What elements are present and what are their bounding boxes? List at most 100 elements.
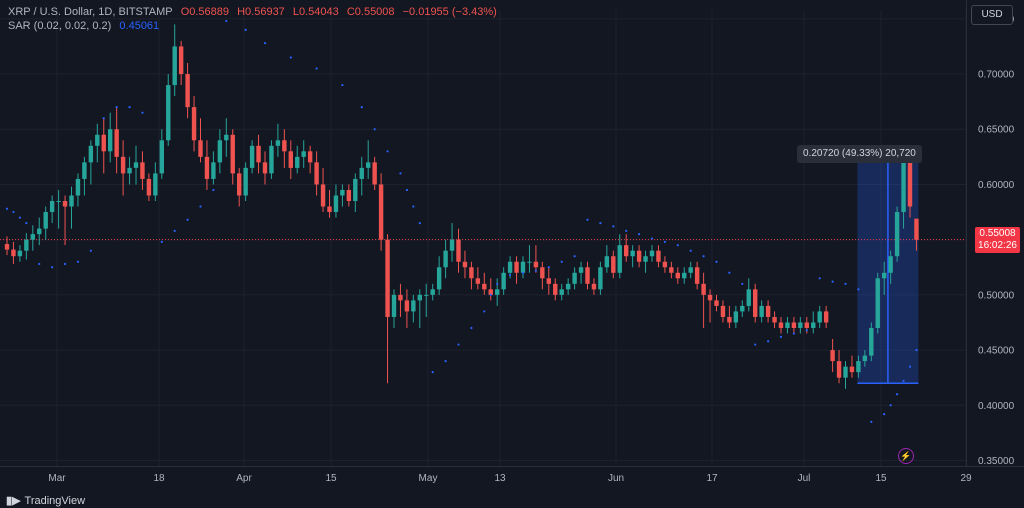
sar-dot <box>341 83 344 87</box>
measure-tool[interactable] <box>857 152 919 384</box>
sar-dot <box>115 106 118 109</box>
sar-dot <box>767 340 770 343</box>
y-tick-label: 0.70000 <box>978 70 1015 81</box>
symbol-label[interactable]: XRP / U.S. Dollar, 1D, BITSTAMP <box>8 6 173 18</box>
high-value: H0.56937 <box>237 6 285 18</box>
candle-body <box>120 156 126 174</box>
lightning-icon[interactable]: ⚡ <box>898 448 914 464</box>
candle-body <box>823 311 829 323</box>
sar-dot <box>496 282 499 285</box>
sar-dot <box>870 420 873 423</box>
candle-body <box>256 145 261 163</box>
sar-dot <box>360 106 363 109</box>
candle-body <box>772 316 777 323</box>
candle-body <box>765 305 771 317</box>
candle-body <box>404 300 410 312</box>
candle-body <box>95 134 100 146</box>
sar-label[interactable]: SAR (0.02, 0.02, 0.2) <box>8 20 112 32</box>
candle-body <box>540 267 545 279</box>
candle-body <box>443 250 448 268</box>
sar-dot <box>244 28 247 31</box>
candle-body <box>37 228 42 235</box>
candle-body <box>785 322 790 328</box>
sar-dot <box>915 348 918 352</box>
sar-dot <box>399 172 402 175</box>
close-value: C0.55008 <box>346 6 395 18</box>
sar-dot <box>412 205 415 208</box>
candle-body <box>230 134 235 174</box>
sar-dot <box>63 262 67 266</box>
sar-dot <box>289 56 292 59</box>
sar-dot <box>728 271 731 274</box>
bar-countdown: 16:02:26 <box>978 239 1017 251</box>
candle-body <box>153 173 158 196</box>
sar-dot <box>650 237 654 240</box>
x-tick-label: 15 <box>325 473 337 484</box>
candle-body <box>340 189 345 196</box>
candle-body <box>740 305 745 312</box>
sar-dot <box>638 233 641 236</box>
candle-body <box>17 250 23 257</box>
x-tick-label: Apr <box>236 473 252 484</box>
candle-body <box>469 267 474 279</box>
x-tick-label: 13 <box>494 473 506 484</box>
candle-body <box>630 250 635 257</box>
candle-body <box>811 322 816 328</box>
candle-body <box>527 261 532 263</box>
tv-logo-icon: ▮▶ <box>6 495 21 507</box>
tradingview-logo[interactable]: ▮▶ TradingView <box>6 494 85 507</box>
candle-body <box>649 250 655 257</box>
candle-body <box>217 140 223 163</box>
candle-body <box>295 156 300 168</box>
y-tick-label: 0.45000 <box>978 346 1015 357</box>
sar-dot <box>457 343 460 346</box>
candle-body <box>482 283 487 290</box>
sar-dot <box>896 393 899 396</box>
sar-dot <box>534 269 538 272</box>
sar-dot <box>521 271 525 274</box>
sar-dot <box>431 371 434 374</box>
current-price-tag: 0.55008 16:02:26 <box>975 226 1020 253</box>
candle-body <box>714 300 719 306</box>
x-tick-label: 18 <box>153 473 165 484</box>
candle-body <box>417 294 422 301</box>
candle-body <box>82 162 87 179</box>
candle-body <box>869 327 874 356</box>
candle-body <box>191 107 197 141</box>
sar-dot <box>160 240 163 243</box>
candle-body <box>533 261 539 268</box>
candle-body <box>720 305 726 317</box>
candle-body <box>30 234 35 240</box>
candle-body <box>185 74 190 108</box>
x-tick-label: May <box>419 473 438 484</box>
candle-body <box>211 162 216 179</box>
x-tick-label: 15 <box>875 473 887 484</box>
candle-body <box>559 289 564 295</box>
candle-body <box>546 278 551 284</box>
sar-dot <box>199 205 202 208</box>
candle-body <box>488 289 493 295</box>
candle-body <box>675 272 680 279</box>
candle-body <box>598 267 603 290</box>
measure-label: 0.20720 (49.33%) 20,720 <box>797 145 922 163</box>
sar-series <box>5 19 918 423</box>
candle-body <box>617 245 622 273</box>
symbol-legend: XRP / U.S. Dollar, 1D, BITSTAMP O0.56889… <box>8 6 502 18</box>
candle-body <box>727 316 732 323</box>
candle-body <box>694 267 700 284</box>
sar-dot <box>141 111 144 114</box>
candle-body <box>114 129 119 157</box>
candle-body <box>166 85 171 141</box>
y-tick-label: 0.40000 <box>978 401 1015 412</box>
candle-body <box>604 256 610 268</box>
candle-body <box>862 355 868 362</box>
candle-body <box>456 239 461 262</box>
candle-body <box>269 145 274 174</box>
sar-dot <box>612 225 615 228</box>
candle-body <box>327 206 332 213</box>
candle-body <box>662 261 668 268</box>
currency-button[interactable]: USD <box>971 5 1013 25</box>
y-tick-label: 0.35000 <box>978 456 1015 467</box>
candle-body <box>243 167 248 196</box>
